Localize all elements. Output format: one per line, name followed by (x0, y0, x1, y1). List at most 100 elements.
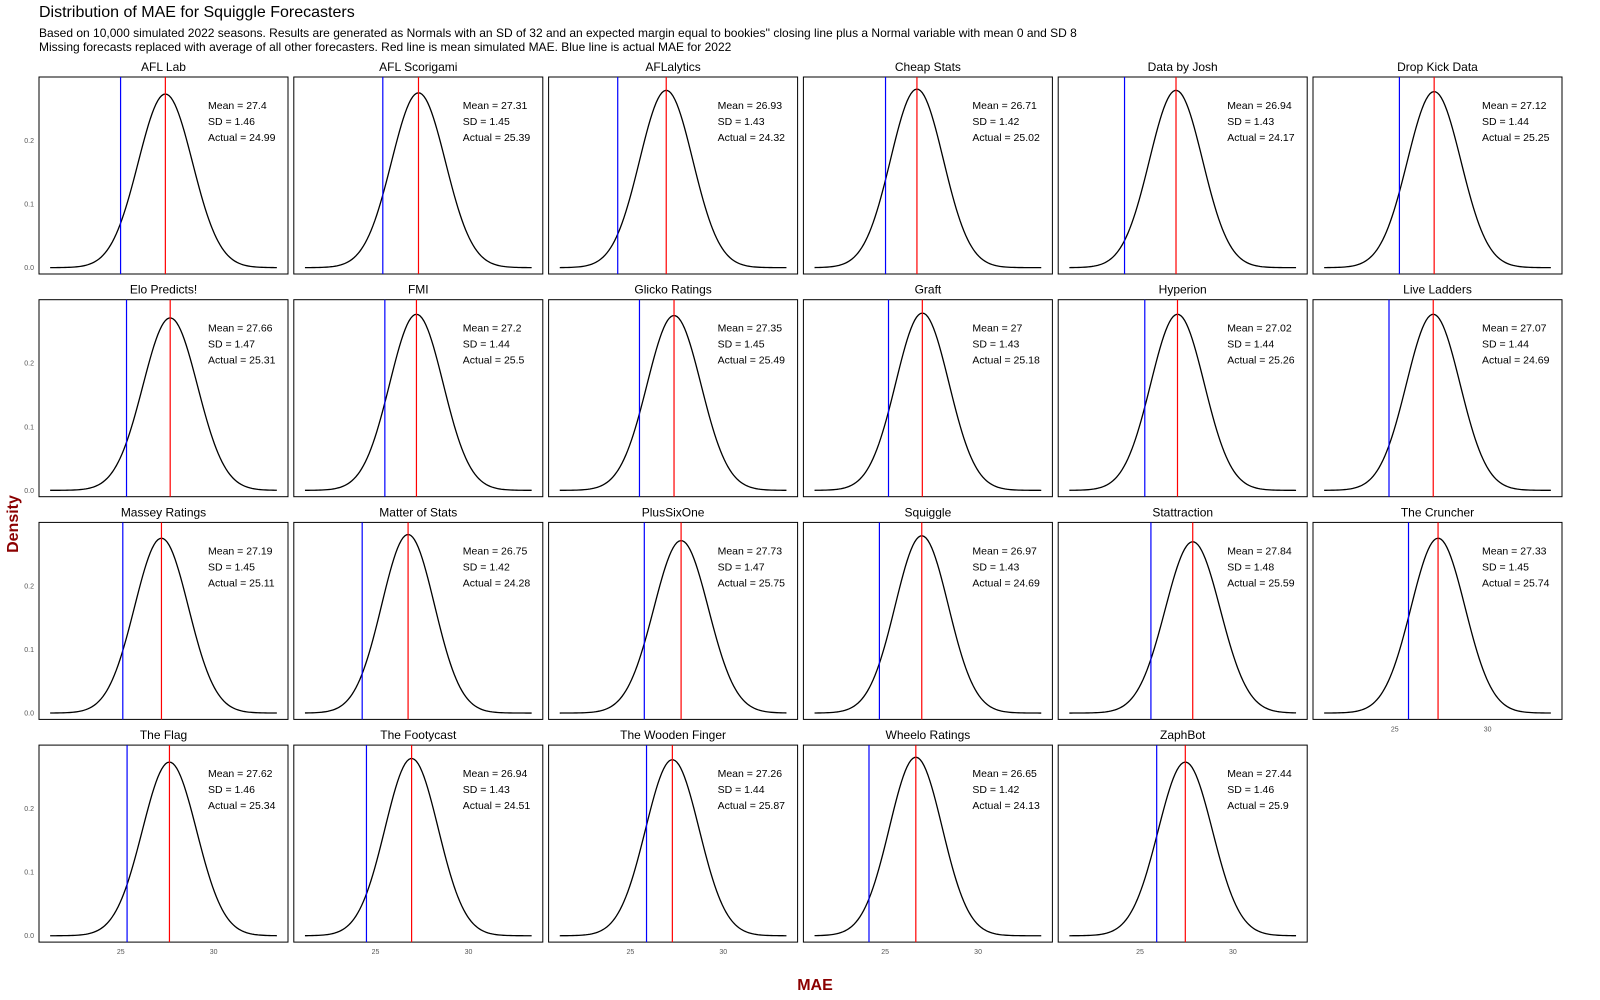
stat-sd-1: SD = 1.45 (463, 116, 510, 128)
stat-mean-10: Mean = 27.02 (1227, 323, 1292, 335)
stat-sd-17: SD = 1.45 (1482, 561, 1529, 573)
panel-frame-9 (802, 299, 1053, 498)
x-tick-label-17-1: 30 (1484, 726, 1492, 733)
stat-actual-12: Actual = 25.11 (208, 577, 275, 589)
x-tick-label-17-0: 25 (1391, 726, 1399, 733)
x-tick-label-21-0: 25 (881, 949, 889, 956)
stat-sd-15: SD = 1.43 (972, 561, 1019, 573)
stat-actual-13: Actual = 24.28 (463, 577, 531, 589)
stat-mean-18: Mean = 27.62 (208, 768, 273, 780)
panel-title-0: AFL Lab (141, 60, 186, 74)
x-tick-label-18-1: 30 (210, 949, 218, 956)
stat-sd-2: SD = 1.43 (718, 116, 765, 128)
chart-subtitle-line-1: Based on 10,000 simulated 2022 seasons. … (39, 26, 1077, 40)
stat-actual-4: Actual = 24.17 (1227, 132, 1295, 144)
panel-title-16: Stattraction (1152, 505, 1213, 519)
stat-sd-16: SD = 1.48 (1227, 561, 1274, 573)
stat-sd-12: SD = 1.45 (208, 561, 255, 573)
density-curve-12 (50, 537, 277, 714)
stat-sd-6: SD = 1.47 (208, 339, 255, 351)
stat-mean-17: Mean = 27.33 (1482, 545, 1547, 557)
chart-title: Distribution of MAE for Squiggle Forecas… (39, 4, 355, 21)
density-curve-20 (559, 759, 787, 937)
y-tick-label-18-2: 0.2 (24, 806, 34, 813)
panel-title-19: The Footycast (380, 728, 457, 742)
density-curve-10 (1069, 313, 1297, 491)
y-axis-label: Density (5, 495, 22, 553)
x-tick-label-22-1: 30 (1229, 949, 1237, 956)
chart-subtitle-line-2: Missing forecasts replaced with average … (39, 40, 732, 54)
stat-mean-4: Mean = 26.94 (1227, 100, 1292, 112)
panel-title-18: The Flag (140, 728, 187, 742)
panel-title-4: Data by Josh (1148, 60, 1218, 74)
density-curve-6 (50, 317, 277, 491)
panel-title-2: AFLalytics (645, 60, 700, 74)
stat-actual-2: Actual = 24.32 (718, 132, 786, 144)
panel-title-9: Graft (915, 283, 942, 297)
density-curve-0 (50, 93, 277, 269)
stat-sd-21: SD = 1.42 (972, 784, 1019, 796)
x-tick-label-19-0: 25 (372, 949, 380, 956)
density-curve-3 (814, 88, 1042, 269)
density-curve-4 (1069, 89, 1297, 269)
stat-actual-0: Actual = 24.99 (208, 132, 276, 144)
panel-frame-10 (1057, 299, 1308, 498)
panel-frame-11 (1312, 299, 1563, 498)
y-tick-label-12-0: 0.0 (24, 711, 34, 718)
panel-frame-6 (38, 299, 289, 498)
stat-sd-5: SD = 1.44 (1482, 116, 1529, 128)
stat-actual-15: Actual = 24.69 (972, 577, 1040, 589)
stat-actual-3: Actual = 25.02 (972, 132, 1040, 144)
panel-frame-19 (293, 744, 544, 943)
panel-frame-7 (293, 299, 544, 498)
stat-mean-8: Mean = 27.35 (718, 323, 783, 335)
stat-mean-9: Mean = 27 (972, 323, 1022, 335)
stat-actual-17: Actual = 25.74 (1482, 577, 1550, 589)
x-tick-label-20-1: 30 (719, 949, 727, 956)
stat-mean-15: Mean = 26.97 (972, 545, 1037, 557)
panel-frame-20 (548, 744, 799, 943)
y-tick-label-18-0: 0.0 (24, 933, 34, 940)
stat-actual-7: Actual = 25.5 (463, 355, 525, 367)
stat-sd-11: SD = 1.44 (1482, 339, 1529, 351)
panel-title-14: PlusSixOne (642, 505, 705, 519)
panel-title-17: The Cruncher (1401, 505, 1474, 519)
stat-actual-19: Actual = 24.51 (463, 800, 531, 812)
panel-frame-5 (1312, 76, 1563, 275)
stat-sd-14: SD = 1.47 (718, 561, 765, 573)
stat-mean-16: Mean = 27.84 (1227, 545, 1292, 557)
stat-mean-3: Mean = 26.71 (972, 100, 1037, 112)
stat-mean-12: Mean = 27.19 (208, 545, 273, 557)
stat-mean-13: Mean = 26.75 (463, 545, 528, 557)
density-curve-16 (1069, 541, 1297, 714)
stat-mean-1: Mean = 27.31 (463, 100, 528, 112)
density-curve-7 (304, 313, 532, 491)
x-tick-label-19-1: 30 (465, 949, 473, 956)
y-tick-label-6-0: 0.0 (24, 488, 34, 495)
stat-sd-3: SD = 1.42 (972, 116, 1019, 128)
stat-actual-9: Actual = 25.18 (972, 355, 1040, 367)
density-curve-14 (559, 539, 787, 714)
y-tick-label-0-0: 0.0 (24, 265, 34, 272)
y-tick-label-6-1: 0.1 (24, 424, 34, 431)
stat-actual-5: Actual = 25.25 (1482, 132, 1550, 144)
stat-sd-8: SD = 1.45 (718, 339, 765, 351)
y-tick-label-0-2: 0.2 (24, 138, 34, 145)
y-tick-label-6-2: 0.2 (24, 361, 34, 368)
stat-actual-11: Actual = 24.69 (1482, 355, 1550, 367)
panel-frame-15 (802, 521, 1053, 720)
stat-mean-21: Mean = 26.65 (972, 768, 1037, 780)
stat-mean-20: Mean = 27.26 (718, 768, 783, 780)
stat-sd-22: SD = 1.46 (1227, 784, 1274, 796)
panel-title-21: Wheelo Ratings (886, 728, 971, 742)
panel-frame-0 (38, 76, 289, 275)
density-curve-9 (814, 312, 1042, 491)
panel-title-3: Cheap Stats (895, 60, 961, 74)
stat-sd-13: SD = 1.42 (463, 561, 510, 573)
stat-actual-20: Actual = 25.87 (718, 800, 786, 812)
stat-actual-16: Actual = 25.59 (1227, 577, 1295, 589)
stat-mean-11: Mean = 27.07 (1482, 323, 1547, 335)
panel-frame-14 (548, 521, 799, 720)
panel-title-10: Hyperion (1159, 283, 1207, 297)
